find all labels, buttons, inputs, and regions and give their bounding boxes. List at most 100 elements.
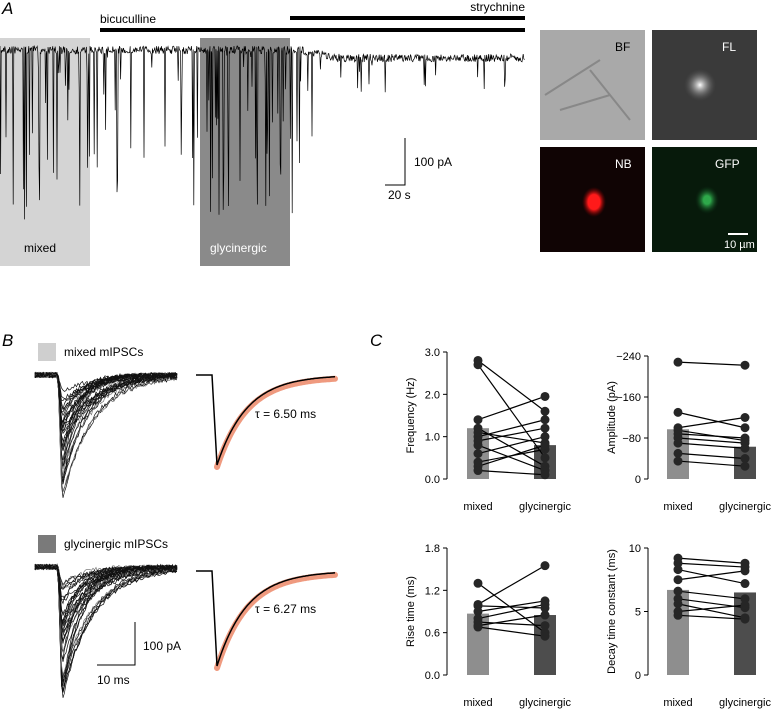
data-point [473, 449, 483, 459]
data-point [473, 427, 483, 437]
data-point [540, 391, 550, 401]
y-tick-label: 1.0 [425, 432, 440, 444]
pair-line [677, 442, 746, 449]
pair-line [677, 569, 746, 585]
data-point [673, 438, 683, 448]
y-tick-label: 2.0 [425, 389, 440, 401]
y-tick-label: 10 [629, 543, 641, 555]
legend-label: glycinergic mIPSCs [64, 537, 168, 551]
mean-trace [196, 374, 335, 466]
pair-line [477, 621, 546, 627]
y-tick-label: 0.0 [425, 670, 440, 682]
data-point [673, 558, 683, 568]
mipsc-trace [34, 371, 178, 469]
pair-line [477, 364, 546, 459]
y-tick-label: 1.2 [425, 585, 440, 597]
legend-label: mixed mIPSCs [64, 345, 143, 359]
data-point [673, 599, 683, 609]
data-point [540, 415, 550, 425]
image-label: GFP [715, 157, 740, 171]
scale-bar [97, 622, 136, 666]
pair-line [677, 614, 746, 620]
pair-line [477, 600, 546, 613]
data-point [740, 360, 750, 370]
pair-line [677, 433, 746, 439]
data-point [540, 631, 550, 641]
data-point [540, 453, 550, 463]
pair-line [677, 570, 746, 581]
pair-line [677, 437, 746, 444]
data-point [540, 621, 550, 631]
x-tick-label: glycinergic [719, 697, 771, 709]
bar [534, 615, 556, 675]
data-point [673, 357, 683, 367]
data-point [540, 561, 550, 571]
pair-line [477, 431, 546, 444]
fit-curve [214, 375, 338, 470]
nb-cell [582, 187, 606, 217]
data-point [673, 575, 683, 585]
pair-line [477, 427, 546, 442]
pair-line [677, 361, 746, 366]
data-point [673, 456, 683, 466]
bf-image [540, 30, 645, 140]
data-point [473, 622, 483, 632]
x-tick-label: mixed [463, 697, 492, 709]
y-axis-label: Decay time constant (ms) [606, 549, 618, 674]
data-point [740, 461, 750, 471]
gfp-cell [695, 186, 719, 214]
data-point [540, 432, 550, 442]
data-point [540, 470, 550, 480]
pair-line [677, 557, 746, 564]
current-trace [0, 44, 525, 220]
data-point [473, 360, 483, 370]
data-point [473, 578, 483, 588]
pair-line [677, 452, 746, 460]
pair-line [477, 614, 546, 627]
pair-line [677, 416, 746, 429]
pair-line [477, 444, 546, 472]
window-label: glycinergic [210, 241, 267, 255]
data-point [740, 614, 750, 624]
trace-overlay [34, 563, 178, 698]
pair-line [477, 395, 546, 421]
drug-label: bicuculline [100, 12, 156, 26]
mipsc-trace [34, 373, 178, 467]
pair-line [477, 626, 546, 637]
y-tick-label: 0 [635, 670, 641, 682]
data-point [540, 610, 550, 620]
image-label: BF [615, 40, 630, 54]
y-tick-label: −240 [616, 351, 641, 363]
data-point [673, 565, 683, 575]
pair-line [477, 469, 546, 476]
y-tick-label: 5 [635, 607, 641, 619]
scale-label: 100 pA [143, 639, 181, 653]
y-axis-label: Rise time (ms) [405, 576, 417, 647]
data-point [740, 600, 750, 610]
data-point [473, 466, 483, 476]
y-tick-label: 0.0 [425, 474, 440, 486]
average-trace [196, 570, 338, 671]
pair-line [677, 562, 746, 568]
x-tick-label: mixed [463, 501, 492, 513]
pair-line [477, 605, 546, 609]
data-point [740, 454, 750, 463]
fit-curve [214, 571, 338, 671]
scale-label: 10 µm [724, 239, 755, 251]
x-tick-label: mixed [663, 697, 692, 709]
window-label: mixed [24, 241, 56, 255]
y-axis-label: Frequency (Hz) [405, 378, 417, 454]
fl-cell [684, 69, 716, 101]
y-tick-label: 0.6 [425, 628, 440, 640]
x-tick-label: glycinergic [719, 501, 771, 513]
panel-label: A [1, 0, 13, 18]
y-tick-label: 1.8 [425, 543, 440, 555]
legend-swatch [38, 343, 56, 361]
data-point [740, 443, 750, 453]
mipsc-trace [34, 372, 178, 468]
y-tick-label: −160 [616, 392, 641, 404]
data-point [540, 406, 550, 416]
pair-line [477, 359, 546, 412]
drug-label: strychnine [470, 0, 525, 14]
